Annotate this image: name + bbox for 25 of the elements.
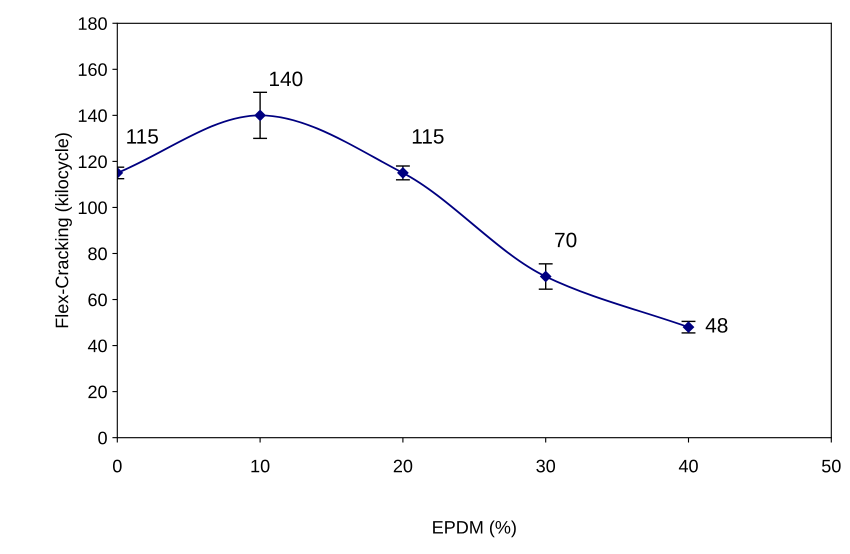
x-tick-label: 30: [536, 460, 556, 472]
y-tick-label: 140: [78, 109, 107, 122]
data-label: 115: [412, 129, 444, 144]
y-tick-label: 0: [98, 432, 107, 444]
y-tick-label: 20: [88, 386, 107, 398]
y-tick-label: 180: [78, 17, 107, 30]
y-tick-label: 60: [88, 293, 107, 306]
y-tick-label: 120: [78, 155, 107, 168]
y-axis-title: Flex-Cracking (kilocycle): [55, 133, 72, 328]
data-label: 140: [270, 71, 302, 86]
x-tick-label: 20: [394, 460, 412, 472]
x-tick-label: 0: [112, 460, 122, 472]
data-label: 70: [555, 232, 576, 248]
x-tick-label: 10: [251, 460, 270, 472]
y-tick-label: 100: [78, 201, 107, 214]
x-tick-label: 50: [822, 460, 841, 472]
data-label: 115: [127, 129, 158, 144]
x-axis-title: EPDM (%): [433, 520, 516, 538]
y-tick-label: 160: [78, 63, 107, 76]
point: [540, 270, 552, 282]
y-tick-label: 80: [88, 247, 107, 260]
point: [254, 110, 266, 121]
data-label: 48: [706, 318, 728, 333]
y-tick-label: 40: [88, 340, 107, 352]
x-tick-label: 40: [678, 460, 698, 472]
